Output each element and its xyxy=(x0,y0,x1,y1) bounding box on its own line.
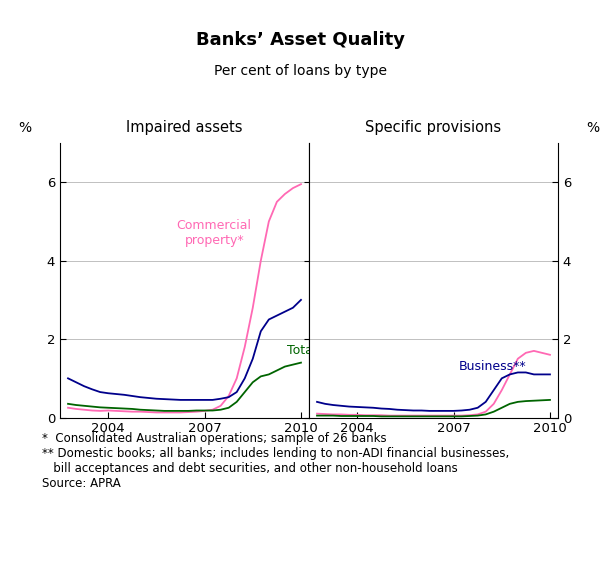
Text: Business**: Business** xyxy=(458,360,526,373)
Text: Banks’ Asset Quality: Banks’ Asset Quality xyxy=(196,31,404,49)
Text: *  Consolidated Australian operations; sample of 26 banks
** Domestic books; all: * Consolidated Australian operations; sa… xyxy=(42,432,509,490)
Text: %: % xyxy=(586,121,599,135)
Text: Specific provisions: Specific provisions xyxy=(365,120,502,135)
Text: Commercial
property*: Commercial property* xyxy=(177,219,252,247)
Text: Total**: Total** xyxy=(287,344,328,356)
Text: %: % xyxy=(19,121,32,135)
Text: Per cent of loans by type: Per cent of loans by type xyxy=(214,65,386,78)
Text: Impaired assets: Impaired assets xyxy=(126,120,243,135)
